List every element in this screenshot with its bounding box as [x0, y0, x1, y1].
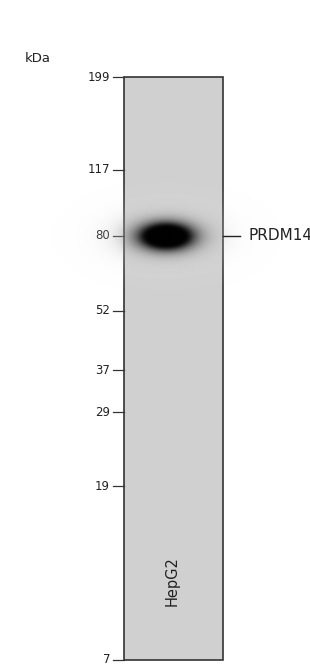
Text: 199: 199: [87, 70, 110, 84]
Text: 37: 37: [95, 364, 110, 377]
Text: 19: 19: [95, 480, 110, 492]
Bar: [124, 77, 223, 660]
Text: PRDM14: PRDM14: [248, 228, 310, 243]
Text: 80: 80: [95, 229, 110, 243]
Text: HepG2: HepG2: [165, 557, 179, 606]
Text: 29: 29: [95, 406, 110, 419]
Text: kDa: kDa: [25, 52, 51, 65]
Text: 52: 52: [95, 304, 110, 318]
Text: 117: 117: [87, 163, 110, 176]
Text: 7: 7: [103, 653, 110, 667]
